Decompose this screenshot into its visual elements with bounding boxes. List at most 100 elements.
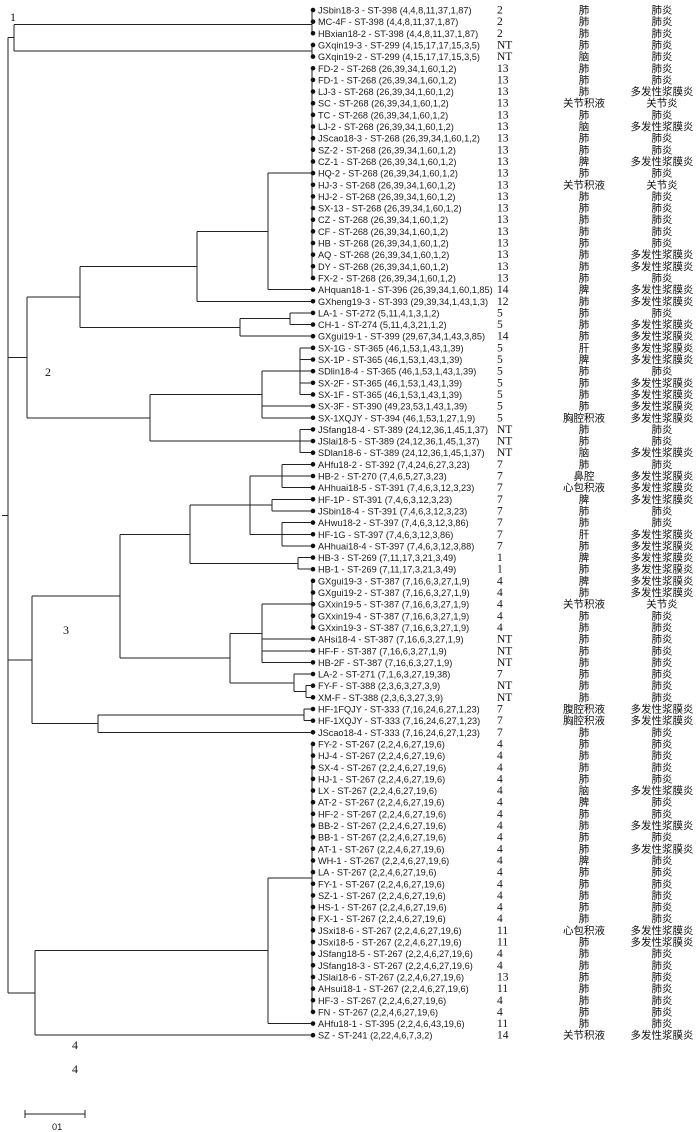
isolation-site: 脾 <box>579 353 590 366</box>
serotype-value: 11 <box>497 925 508 937</box>
clinical-sign: 肺炎 <box>652 867 673 879</box>
isolation-site: 关节积液 <box>563 178 605 191</box>
leaf-node <box>310 275 316 281</box>
leaf-node <box>310 100 316 106</box>
leaf-row: SX-1F - ST-365 (46,1,53,1,43,1,39) 5 肺 多发性浆… <box>310 388 694 401</box>
leaf-row: HF-F - ST-387 (7,16,6,3,27,1,9) NT 肺 肺炎 <box>310 645 673 657</box>
leaf-row: SDlin18-4 - ST-365 (46,1,53,1,43,1,39) 5 肺… <box>310 366 673 378</box>
leaf-node <box>310 788 316 793</box>
leaf-row: GXgui19-3 - ST-387 (7,16,6,3,27,1,9) 4 脾 多发… <box>310 574 694 587</box>
leaf-node <box>310 590 316 595</box>
leaf-node <box>310 695 316 700</box>
leaf-label: CH-1 - ST-274 (5,11,4,3,21,1,2) <box>318 320 447 330</box>
leaf-label: SZ-2 - ST-268 (26,39,34,1,60,1,2) <box>318 145 456 155</box>
cluster-label-4b: 4 <box>72 1062 78 1076</box>
leaf-node <box>310 531 316 537</box>
leaf-node <box>310 310 316 316</box>
leaf-node <box>310 799 316 805</box>
isolation-site: 脾 <box>579 796 590 809</box>
leaf-label: JSlai18-6 - ST-267 (2,2,4,6,27,19,6) <box>318 972 464 982</box>
clinical-sign: 多发性浆膜炎 <box>631 481 694 494</box>
leaf-node <box>310 380 316 386</box>
isolation-site: 肺 <box>579 272 590 284</box>
clinical-sign: 多发性浆膜炎 <box>631 551 694 564</box>
leaf-label: HJ-3 - ST-268 (26,39,34,1,60,1,2) <box>318 180 455 190</box>
leaf-label: FD-2 - ST-268 (26,39,34,1,60,1,2) <box>318 64 456 74</box>
serotype-value: 4 <box>497 808 503 820</box>
serotype-value: 14 <box>497 284 509 296</box>
clinical-sign: 肺炎 <box>652 5 673 17</box>
leaf-row: FX-1 - ST-267 (2,2,4,6,27,19,6) 4 肺 肺炎 <box>310 913 673 925</box>
leaf-node <box>310 963 316 968</box>
serotype-value: 4 <box>497 587 503 599</box>
serotype-value: 7 <box>497 471 503 483</box>
leaf-row: FN - ST-267 (2,2,4,6,27,19,6) 4 肺 肺炎 <box>310 1006 673 1018</box>
serotype-value: 13 <box>497 238 509 250</box>
leaf-label: JSbin18-4 - ST-391 (7,4,6,3,12,3,23) <box>318 506 467 516</box>
serotype-value: 7 <box>497 715 503 727</box>
leaf-row: BB-2 - ST-267 (2,2,4,6,27,19,6) 4 肺 多发性浆膜炎 <box>310 819 694 832</box>
leaf-row: TC - ST-268 (26,39,34,1,60,1,2) 13 肺 肺炎 <box>310 109 673 121</box>
leaf-row: LA - ST-267 (2,2,4,6,27,19,6) 4 肺 肺炎 <box>310 867 673 879</box>
isolation-site: 心包积液 <box>563 481 605 494</box>
clinical-sign: 多发性浆膜炎 <box>631 341 694 354</box>
leaf-row: JSxi18-6 - ST-267 (2,2,4,6,27,19,6) 11 心包积… <box>310 924 694 937</box>
clinical-sign: 肺炎 <box>652 272 673 284</box>
leaf-node <box>310 182 316 188</box>
leaf-node <box>310 508 316 514</box>
leaf-label: FY-F - ST-388 (2,3,6,3,27,3,9) <box>318 681 440 691</box>
leaf-node <box>310 916 316 921</box>
isolation-site: 脑 <box>579 120 590 133</box>
leaf-row: SZ-1 - ST-267 (2,2,4,6,27,19,6) 4 肺 肺炎 <box>310 890 673 902</box>
clinical-sign: 多发性浆膜炎 <box>631 85 694 98</box>
leaf-label: FN - ST-267 (2,2,4,6,27,19,6) <box>318 1007 438 1017</box>
leaf-node <box>310 415 316 421</box>
isolation-site: 脾 <box>579 551 590 564</box>
leaf-label: AHquan18-1 - ST-396 (26,39,34,1,60,1,85) <box>318 285 493 295</box>
leaf-row: AHquan18-1 - ST-396 (26,39,34,1,60,1,85)… <box>310 283 694 296</box>
leaf-label: HB-2F - ST-387 (7,16,6,3,27,1,9) <box>318 658 452 668</box>
serotype-value: 5 <box>497 366 503 378</box>
leaf-node <box>310 438 316 444</box>
leaf-label: HF-1G - ST-397 (7,4,6,3,12,3,86) <box>318 530 453 540</box>
leaf-row: JSfang18-3 - ST-267 (2,2,4,6,27,19,6) 4 肺 肺… <box>310 960 673 972</box>
leaf-label: AHwu18-2 - ST-397 (7,4,6,3,12,3,86) <box>318 518 469 528</box>
serotype-value: 7 <box>497 540 503 552</box>
leaf-row: AHsui18-1 - ST-267 (2,2,4,6,27,19,6) 11 肺 肺… <box>310 983 673 995</box>
isolation-site: 肝 <box>579 529 590 541</box>
clinical-sign: 肺炎 <box>652 459 673 471</box>
leaf-row: JSbin18-3 - ST-398 (4,4,8,11,37,1,87) 2 肺 肺… <box>310 5 673 17</box>
clinical-sign: 肺炎 <box>652 1018 673 1030</box>
leaf-label: FY-1 - ST-267 (2,2,4,6,27,19,6) <box>318 879 445 889</box>
leaf-label: MC-4F - ST-398 (4,4,8,11,37,1,87) <box>318 17 458 27</box>
serotype-value: NT <box>497 436 512 448</box>
leaf-row: CZ-1 - ST-268 (26,39,34,1,60,1,2) 13 脾 多发性浆… <box>310 155 694 168</box>
serotype-value: 2 <box>497 28 503 40</box>
clinical-sign: 多发性浆膜炎 <box>631 260 694 273</box>
isolation-site: 肺 <box>579 820 590 832</box>
scale-bar: 01 <box>24 1110 86 1132</box>
leaf-label: GXxin19-3 - ST-387 (7,16,6,3,27,1,9) <box>318 623 469 633</box>
clinical-sign: 多发性浆膜炎 <box>631 330 694 343</box>
isolation-site: 脾 <box>579 283 590 296</box>
leaf-row: GXgui19-2 - ST-387 (7,16,6,3,27,1,9) 4 肺 多发… <box>310 586 694 599</box>
isolation-site: 肺 <box>579 657 590 669</box>
clinical-sign: 肺炎 <box>652 738 673 750</box>
leaf-row: JSlai18-6 - ST-267 (2,2,4,6,27,19,6) 13 肺 肺… <box>310 971 673 983</box>
leaf-row: SC - ST-268 (26,39,34,1,60,1,2) 13 关节积液 关节炎 <box>310 97 678 110</box>
leaf-label: LX - ST-267 (2,2,4,6,27,19,6) <box>318 786 437 796</box>
leaf-label: BB-2 - ST-267 (2,2,4,6,27,19,6) <box>318 821 446 831</box>
leaf-row: MC-4F - ST-398 (4,4,8,11,37,1,87) 2 肺 肺炎 <box>310 16 673 28</box>
leaf-node <box>310 345 316 351</box>
isolation-site: 肺 <box>579 692 590 704</box>
isolation-site: 肺 <box>579 587 590 599</box>
isolation-site: 关节积液 <box>563 598 605 611</box>
clinical-sign: 肺炎 <box>652 797 673 809</box>
leaf-label: HJ-4 - ST-267 (2,2,4,6,27,19,6) <box>318 751 445 761</box>
leaf-label: SX-2F - ST-365 (46,1,53,1,43,1,39) <box>318 378 462 388</box>
clinical-sign: 肺炎 <box>652 680 673 692</box>
leaf-row: HJ-2 - ST-268 (26,39,34,1,60,1,2) 13 肺 肺炎 <box>310 191 673 203</box>
leaf-label: LA - ST-267 (2,2,4,6,27,19,6) <box>318 868 437 878</box>
isolation-site: 肝 <box>579 342 590 354</box>
